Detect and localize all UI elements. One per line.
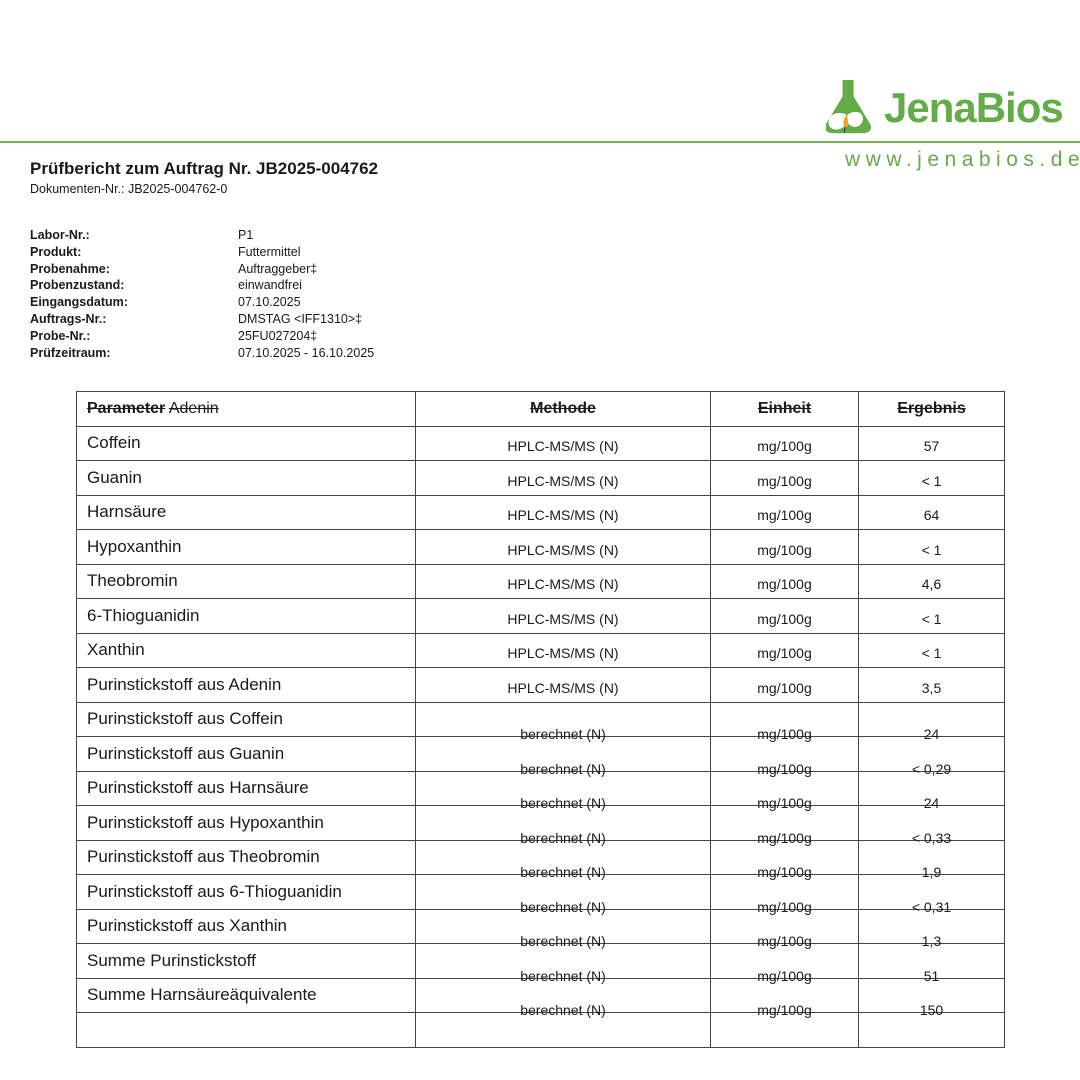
- svg-text:JenaBios: JenaBios: [884, 84, 1063, 131]
